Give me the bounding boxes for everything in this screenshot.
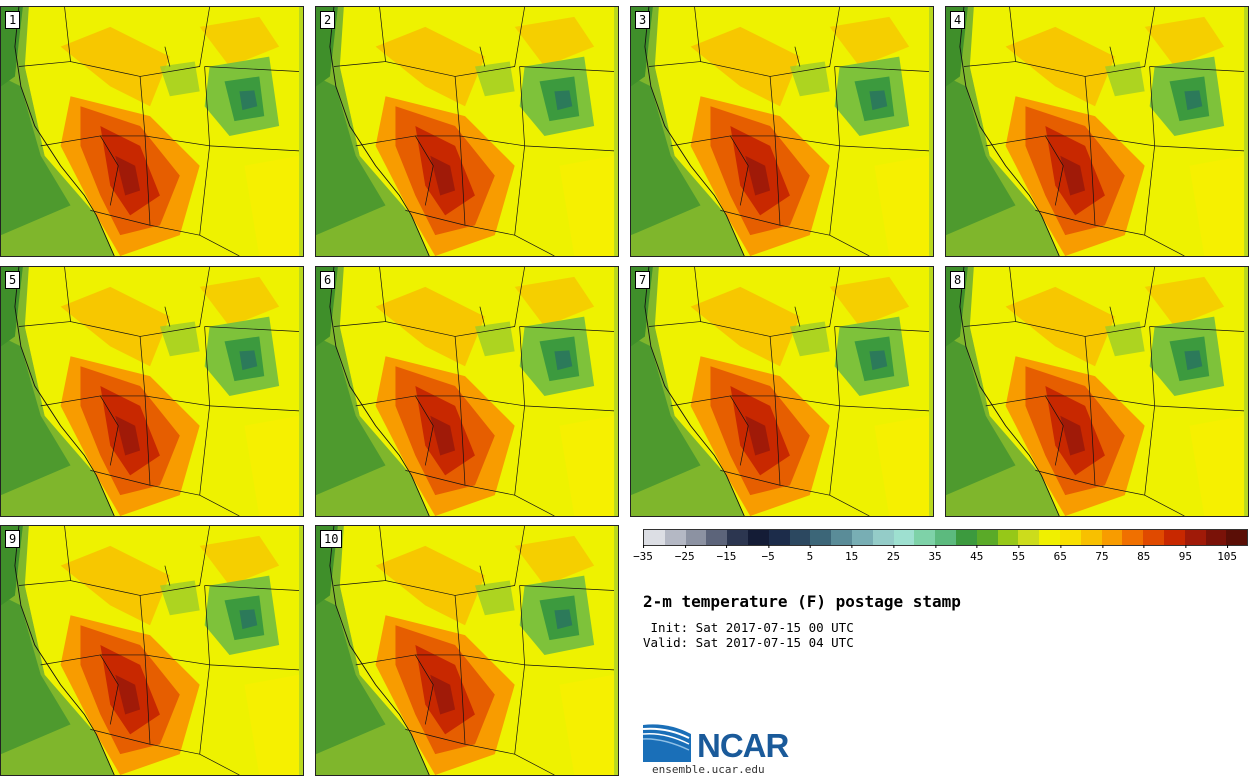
colorbar-segment (685, 530, 707, 545)
colorbar-segment (664, 530, 686, 545)
temperature-colorbar (643, 529, 1248, 546)
member-number-label: 3 (635, 11, 651, 29)
ensemble-member-map: 8 (945, 266, 1249, 517)
colorbar-segment (914, 530, 936, 545)
colorbar-segment (976, 530, 998, 545)
colorbar-tick-label: 85 (1137, 545, 1150, 563)
colorbar-tick-label: 45 (970, 545, 983, 563)
temperature-field-map (316, 526, 618, 775)
colorbar-tick-label: 35 (928, 545, 942, 563)
ncar-logo-icon (643, 724, 691, 762)
colorbar-segment (727, 530, 748, 545)
colorbar-tick-label: −5 (762, 545, 775, 563)
ensemble-member-map: 5 (0, 266, 304, 517)
ensemble-member-map: 2 (315, 6, 619, 257)
colorbar-tick-label: 105 (1217, 545, 1237, 563)
temperature-field-map (946, 267, 1248, 516)
temperature-field-map (316, 267, 618, 516)
colorbar-segment (1059, 530, 1081, 545)
colorbar-tick-label: 15 (845, 545, 858, 563)
ensemble-member-map: 3 (630, 6, 934, 257)
colorbar-segment (789, 530, 811, 545)
member-number-label: 2 (320, 11, 336, 29)
member-number-label: 6 (320, 271, 336, 289)
plot-title: 2-m temperature (F) postage stamp (643, 592, 961, 611)
ensemble-member-map: 1 (0, 6, 304, 257)
temperature-field-map (1, 267, 303, 516)
colorbar-segment (1018, 530, 1040, 545)
colorbar-tick-label: 115 (1259, 546, 1260, 563)
temperature-field-map (1, 526, 303, 775)
colorbar-segment (955, 530, 977, 545)
colorbar-segment (851, 530, 873, 545)
colorbar-segment (872, 530, 894, 545)
colorbar-segment (747, 530, 769, 545)
colorbar-tick-label: −15 (717, 545, 736, 563)
colorbar-segment (1080, 530, 1102, 545)
ensemble-member-map: 6 (315, 266, 619, 517)
colorbar-tick-label: 25 (887, 545, 900, 563)
colorbar-segment (1226, 530, 1248, 545)
colorbar-segment (1163, 530, 1185, 545)
colorbar-segment (997, 530, 1019, 545)
member-number-label: 9 (5, 530, 21, 548)
ensemble-member-map: 7 (630, 266, 934, 517)
colorbar-segment (831, 530, 852, 545)
temperature-field-map (1, 7, 303, 256)
member-number-label: 5 (5, 271, 21, 289)
colorbar-segment (644, 530, 665, 545)
colorbar-segment (1039, 530, 1060, 545)
ensemble-member-map: 9 (0, 525, 304, 776)
colorbar-segment (893, 530, 915, 545)
temperature-field-map (631, 267, 933, 516)
member-number-label: 8 (950, 271, 966, 289)
colorbar-tick-label: −35 (633, 545, 653, 563)
site-url: ensemble.ucar.edu (652, 763, 765, 776)
colorbar-tick-label: 5 (807, 545, 813, 563)
ncar-logo-text: NCAR (697, 727, 789, 764)
temperature-field-map (631, 7, 933, 256)
ensemble-member-map: 4 (945, 6, 1249, 257)
colorbar-ticks: −35 −25 −15 −5 5 15 25 35 45 55 65 75 85 95 105 115 (633, 545, 1260, 566)
colorbar-segment (1205, 530, 1227, 545)
init-time: Init: Sat 2017-07-15 00 UTC (643, 620, 854, 635)
colorbar-segment (1184, 530, 1206, 545)
colorbar-tick-label: 75 (1095, 545, 1109, 563)
colorbar-tick-label: 95 (1179, 545, 1192, 563)
ensemble-member-map: 10 (315, 525, 619, 776)
valid-time: Valid: Sat 2017-07-15 04 UTC (643, 635, 854, 650)
colorbar-segment (1122, 530, 1144, 545)
colorbar-segment (810, 530, 832, 545)
member-number-label: 10 (320, 530, 343, 548)
colorbar-tick-label: 65 (1054, 545, 1067, 563)
temperature-field-map (946, 7, 1248, 256)
colorbar-segment (935, 530, 956, 545)
colorbar-tick-label: −25 (675, 545, 695, 563)
colorbar-segment (768, 530, 790, 545)
temperature-field-map (316, 7, 618, 256)
member-number-label: 1 (5, 11, 21, 29)
colorbar-segment (1101, 530, 1123, 545)
member-number-label: 4 (950, 11, 966, 29)
colorbar-segment (1143, 530, 1164, 545)
member-number-label: 7 (635, 271, 651, 289)
colorbar-segment (706, 530, 728, 545)
colorbar-tick-label: 55 (1012, 545, 1025, 563)
